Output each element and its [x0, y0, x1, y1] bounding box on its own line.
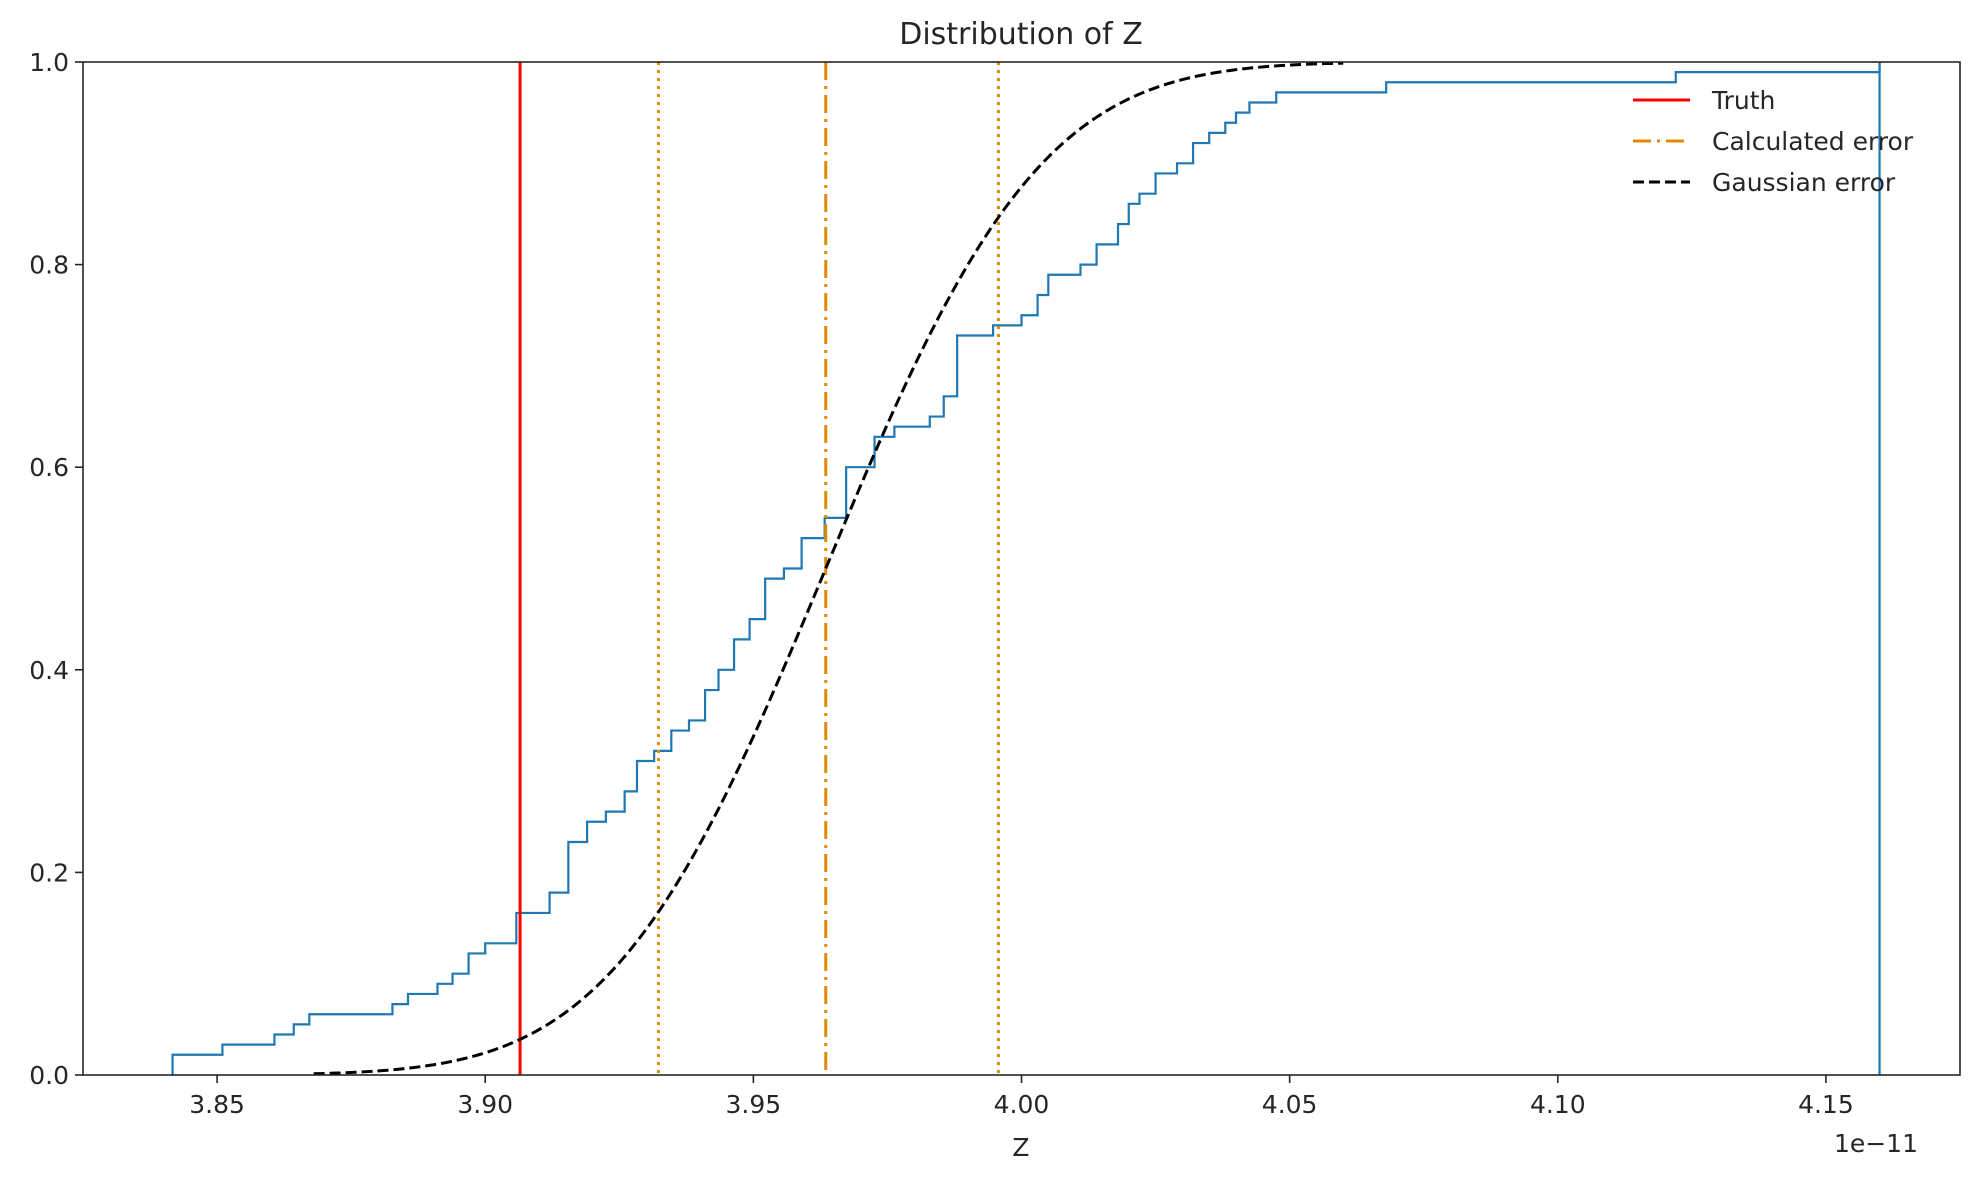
x-axis-offset-label: 1e−11	[1834, 1129, 1918, 1158]
axes-frame	[82, 61, 1961, 1076]
legend-label: Truth	[1711, 86, 1775, 115]
gaussian-cdf-line	[313, 61, 1344, 1076]
x-tick-label: 4.00	[994, 1090, 1050, 1119]
x-tick-label: 3.90	[457, 1090, 513, 1119]
ecdf-line	[171, 62, 1881, 1075]
y-tick-label: 0.6	[29, 453, 69, 482]
y-axis: 0.0 0.2 0.4 0.6 0.8 1.0	[29, 48, 83, 1090]
x-axis-label: Z	[1012, 1133, 1029, 1162]
x-axis: 3.85 3.90 3.95 4.00 4.05 4.10 4.15	[189, 1075, 1854, 1119]
y-tick-label: 0.2	[29, 858, 69, 887]
y-tick-label: 0.4	[29, 656, 69, 685]
x-tick-label: 4.05	[1262, 1090, 1318, 1119]
data-marks	[171, 61, 1881, 1076]
legend: Truth Calculated error Gaussian error	[1633, 86, 1914, 197]
y-tick-label: 1.0	[29, 48, 69, 77]
y-tick-label: 0.0	[29, 1061, 69, 1090]
x-tick-label: 3.95	[726, 1090, 782, 1119]
x-tick-label: 4.15	[1798, 1090, 1854, 1119]
x-tick-label: 4.10	[1530, 1090, 1586, 1119]
y-tick-label: 0.8	[29, 251, 69, 280]
plot-area	[171, 61, 1881, 1076]
legend-label: Calculated error	[1712, 127, 1914, 156]
legend-label: Gaussian error	[1712, 168, 1896, 197]
x-tick-label: 3.85	[189, 1090, 245, 1119]
chart-title: Distribution of Z	[899, 17, 1143, 52]
